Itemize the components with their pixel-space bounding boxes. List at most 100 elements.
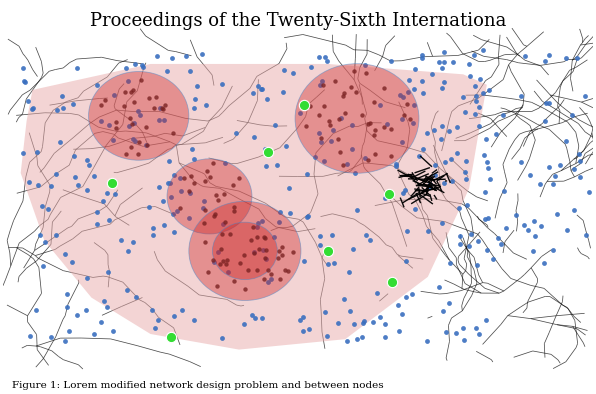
Point	[131, 294, 141, 300]
Point	[409, 85, 419, 92]
Point	[239, 251, 249, 258]
Point	[469, 52, 479, 58]
Point	[175, 205, 184, 211]
Point	[472, 262, 482, 268]
Point	[275, 275, 285, 282]
Point	[496, 241, 505, 247]
Point	[465, 243, 474, 249]
Point	[210, 259, 219, 266]
Point	[581, 93, 590, 100]
Point	[203, 269, 212, 275]
Point	[319, 103, 329, 109]
Point	[315, 242, 324, 249]
Point	[35, 232, 45, 238]
Point	[27, 106, 37, 112]
Point	[154, 117, 164, 123]
Point	[334, 116, 344, 122]
Point	[254, 245, 263, 252]
Point	[395, 91, 405, 98]
Point	[411, 206, 420, 212]
Point	[483, 165, 493, 171]
Point	[363, 156, 372, 163]
Point	[347, 122, 357, 128]
Point	[169, 171, 179, 178]
Point	[454, 205, 464, 211]
Point	[155, 105, 164, 111]
Point	[220, 160, 229, 166]
Point	[253, 219, 263, 226]
Point	[274, 255, 283, 262]
Point	[310, 154, 319, 160]
Point	[134, 108, 143, 114]
Point	[499, 188, 508, 194]
Point	[321, 54, 330, 60]
Point	[448, 59, 457, 65]
Point	[46, 182, 55, 189]
Point	[493, 235, 503, 242]
Point	[336, 115, 345, 121]
Text: Figure 1: Lorem modified network design problem and between nodes: Figure 1: Lorem modified network design …	[12, 381, 384, 390]
Point	[540, 58, 550, 65]
Point	[402, 258, 411, 264]
Point	[213, 282, 222, 289]
Point	[379, 85, 389, 91]
Point	[100, 297, 109, 304]
Point	[229, 278, 239, 284]
Point	[314, 54, 324, 61]
Point	[327, 138, 336, 145]
Point	[324, 260, 333, 267]
Point	[350, 68, 359, 74]
Point	[172, 208, 182, 214]
Point	[169, 313, 179, 319]
Point	[275, 209, 284, 215]
Point	[51, 171, 60, 177]
Point	[572, 55, 582, 61]
Point	[315, 232, 324, 239]
Point	[24, 179, 33, 185]
Point	[104, 122, 113, 128]
Point	[370, 151, 380, 157]
Point	[375, 314, 384, 320]
Point	[169, 211, 178, 217]
Point	[190, 316, 199, 323]
Point	[111, 119, 121, 125]
Point	[70, 152, 79, 159]
Point	[82, 275, 92, 281]
Point	[303, 213, 313, 219]
Point	[218, 221, 228, 227]
Point	[166, 180, 175, 186]
Point	[324, 118, 334, 124]
Point	[142, 124, 151, 130]
Point	[460, 109, 470, 115]
Point	[84, 162, 94, 168]
Point	[281, 143, 290, 149]
Point	[352, 206, 362, 213]
Point	[417, 78, 427, 85]
Point	[439, 48, 449, 55]
Point	[221, 261, 231, 267]
Point	[198, 205, 208, 211]
Point	[281, 266, 290, 273]
Point	[370, 132, 379, 138]
Point	[103, 190, 112, 196]
Point	[465, 72, 475, 79]
Point	[452, 150, 462, 156]
Point	[249, 249, 259, 256]
Point	[103, 269, 113, 275]
Point	[257, 315, 266, 321]
Point	[482, 159, 491, 165]
Point	[18, 65, 28, 71]
Point	[144, 204, 154, 210]
Point	[483, 215, 493, 221]
Point	[301, 123, 311, 129]
Point	[274, 248, 284, 255]
Point	[384, 191, 394, 197]
Point	[144, 95, 154, 101]
Point	[73, 182, 83, 188]
Point	[357, 334, 367, 340]
Point	[189, 156, 198, 162]
Point	[458, 94, 467, 100]
Point	[427, 71, 437, 77]
Point	[108, 328, 117, 335]
Point	[570, 165, 579, 172]
